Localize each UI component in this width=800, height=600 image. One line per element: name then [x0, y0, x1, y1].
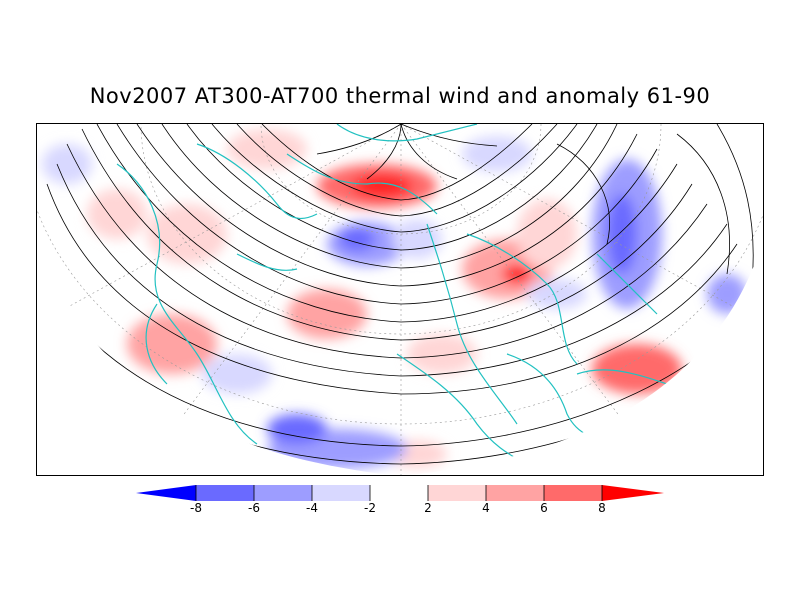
colorbar-label: 8: [598, 501, 606, 515]
map-canvas: [37, 124, 763, 475]
colorbar-label: -4: [306, 501, 318, 515]
colorbar-label: 2: [424, 501, 432, 515]
colorbar-label: -6: [248, 501, 260, 515]
colorbar-label: 4: [482, 501, 490, 515]
colorbar-arrow-left: [136, 485, 196, 501]
colorbar-bin: [196, 485, 254, 501]
colorbar-bin: [370, 485, 428, 501]
colorbar-bin: [428, 485, 486, 501]
latlon-grid: [37, 124, 763, 475]
colorbar-bin: [544, 485, 602, 501]
colorbar-label: -8: [190, 501, 202, 515]
colorbar-arrow-right: [602, 485, 664, 501]
map-panel: [36, 123, 764, 476]
chart-title: Nov2007 AT300-AT700 thermal wind and ano…: [89, 84, 711, 108]
colorbar-bin: [486, 485, 544, 501]
colorbar-bin: [254, 485, 312, 501]
anomaly-shading: [42, 129, 747, 469]
colorbar-label: 6: [540, 501, 548, 515]
colorbar: [136, 485, 664, 501]
coastlines: [116, 124, 708, 465]
colorbar-label: -2: [364, 501, 376, 515]
colorbar-bin: [312, 485, 370, 501]
